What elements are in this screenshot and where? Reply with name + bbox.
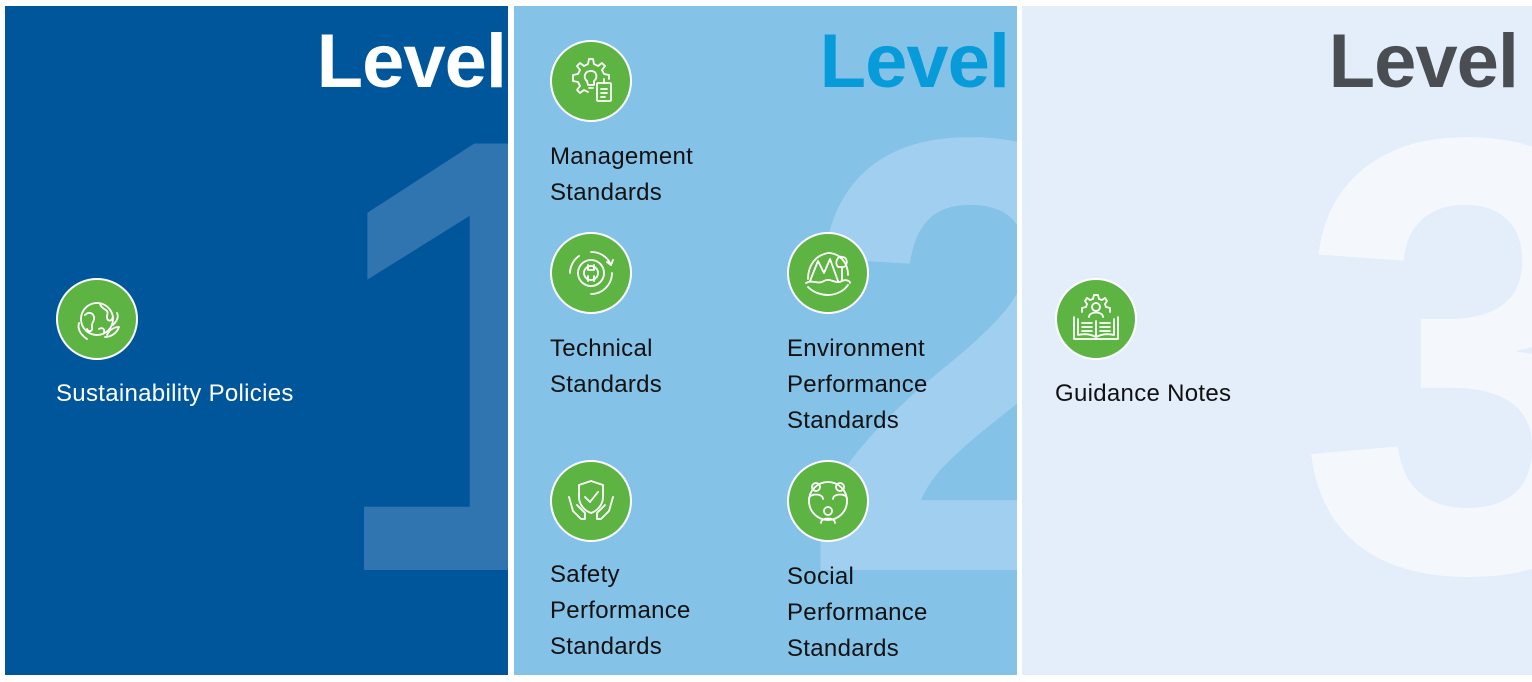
gear-wrench-icon <box>550 232 632 314</box>
level-1-title: Level <box>316 19 507 104</box>
level-1-panel: 1 Level Sustainability Policies <box>5 6 508 675</box>
technical-standards-label: Technical Standards <box>550 335 663 398</box>
people-network-icon <box>787 460 869 542</box>
level-2-title: Level <box>819 19 1010 104</box>
globe-leaf-icon <box>56 278 138 360</box>
environment-performance-standards-label: Environment Performance Standards <box>787 335 928 434</box>
mountain-tree-icon <box>787 232 869 314</box>
social-performance-standards-label: Social Performance Standards <box>787 563 928 662</box>
guidance-notes-label: Guidance Notes <box>1055 380 1232 407</box>
safety-performance-standards-label: Safety Performance Standards <box>550 561 691 660</box>
level-1-number: 1 <box>325 10 508 675</box>
book-person-gear-icon <box>1055 278 1137 360</box>
shield-hands-icon <box>550 460 632 542</box>
level-3-panel: 3 Level Guidance Notes <box>1022 6 1532 675</box>
management-standards-label: Management Standards <box>550 143 694 206</box>
level-3-number: 3 <box>1297 10 1532 675</box>
sustainability-policies-label: Sustainability Policies <box>56 380 294 407</box>
level-2-panel: 2 Level Management Standards Tec <box>514 6 1017 675</box>
level-3-title: Level <box>1328 19 1519 104</box>
gear-bulb-tag-icon <box>550 40 632 122</box>
